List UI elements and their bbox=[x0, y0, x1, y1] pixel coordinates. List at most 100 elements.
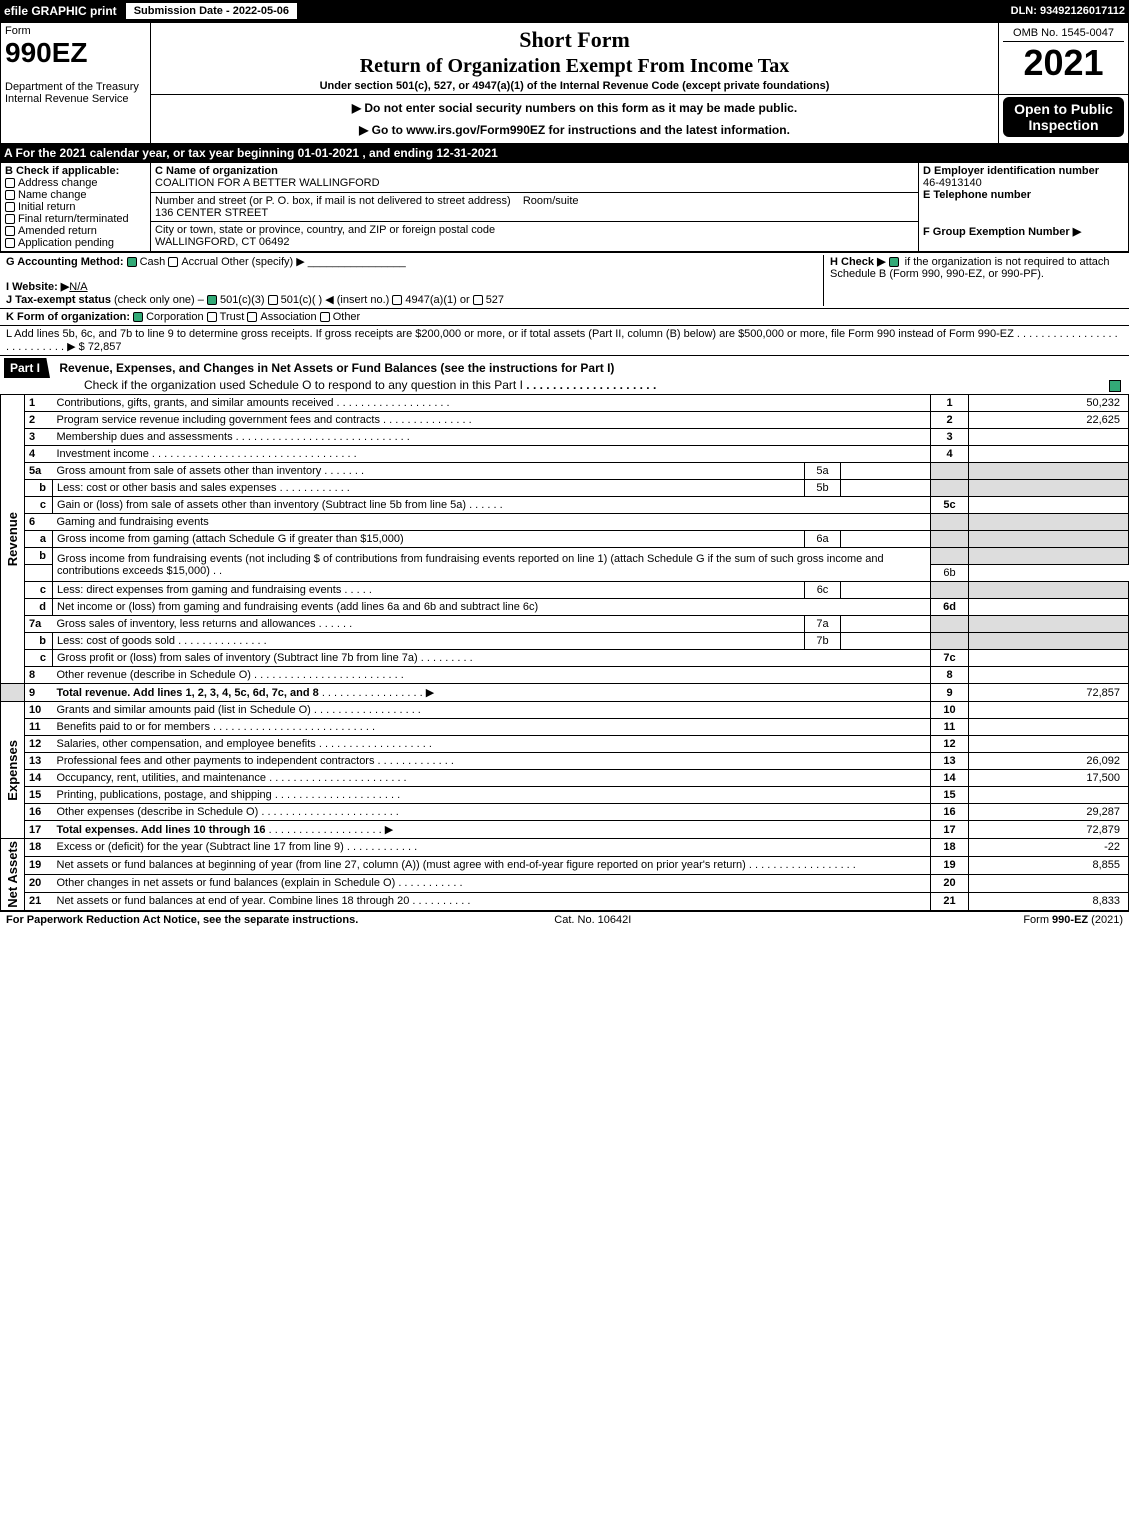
page-footer: For Paperwork Reduction Act Notice, see … bbox=[0, 911, 1129, 928]
street-val: 136 CENTER STREET bbox=[155, 207, 268, 219]
street-label: Number and street (or P. O. box, if mail… bbox=[155, 195, 511, 207]
inspection-cell: Open to Public Inspection bbox=[999, 95, 1129, 144]
d-e-f-cell: D Employer identification number 46-4913… bbox=[919, 163, 1129, 252]
chk-address[interactable] bbox=[5, 178, 15, 188]
form-number: 990EZ bbox=[5, 37, 88, 68]
b-label: B Check if applicable: bbox=[5, 165, 119, 177]
chk-cash[interactable] bbox=[127, 257, 137, 267]
part1-header: Part I Revenue, Expenses, and Changes in… bbox=[0, 355, 1129, 394]
omb-number: OMB No. 1545-0047 bbox=[1003, 25, 1124, 42]
efile-label: efile GRAPHIC print bbox=[4, 4, 117, 18]
chk-h[interactable] bbox=[889, 257, 899, 267]
chk-name[interactable] bbox=[5, 190, 15, 200]
val-2: 22,625 bbox=[969, 412, 1129, 429]
val-11 bbox=[969, 719, 1129, 736]
val-17: 72,879 bbox=[969, 821, 1129, 839]
chk-pending[interactable] bbox=[5, 238, 15, 248]
goto-link[interactable]: ▶ Go to www.irs.gov/Form990EZ for instru… bbox=[155, 119, 994, 141]
form-word: Form bbox=[5, 25, 31, 37]
dept: Department of the Treasury bbox=[5, 81, 139, 93]
val-6d bbox=[969, 599, 1129, 616]
e-label: E Telephone number bbox=[923, 189, 1031, 201]
chk-4947[interactable] bbox=[392, 295, 402, 305]
h-label: H Check ▶ bbox=[830, 256, 886, 268]
i-label: I Website: ▶ bbox=[6, 281, 69, 293]
val-21: 8,833 bbox=[969, 892, 1129, 910]
chk-final[interactable] bbox=[5, 214, 15, 224]
city-val: WALLINGFORD, CT 06492 bbox=[155, 236, 290, 248]
val-4 bbox=[969, 446, 1129, 463]
chk-501c3[interactable] bbox=[207, 295, 217, 305]
form-id-cell: Form 990EZ Department of the Treasury In… bbox=[1, 23, 151, 144]
instructions-cell: ▶ Do not enter social security numbers o… bbox=[151, 95, 999, 144]
street-cell: Number and street (or P. O. box, if mail… bbox=[151, 192, 919, 222]
val-5c bbox=[969, 497, 1129, 514]
chk-527[interactable] bbox=[473, 295, 483, 305]
val-10 bbox=[969, 702, 1129, 719]
website: N/A bbox=[69, 281, 87, 293]
netassets-label: Net Assets bbox=[1, 839, 25, 911]
val-16: 29,287 bbox=[969, 804, 1129, 821]
val-7c bbox=[969, 650, 1129, 667]
short-form-title: Short Form bbox=[157, 27, 992, 53]
part1-table: Revenue 1Contributions, gifts, grants, a… bbox=[0, 394, 1129, 911]
k-label: K Form of organization: bbox=[6, 311, 130, 323]
check-b-cell: B Check if applicable: Address change Na… bbox=[1, 163, 151, 252]
j-label: J Tax-exempt status bbox=[6, 294, 111, 306]
c-name-cell: C Name of organization COALITION FOR A B… bbox=[151, 163, 919, 193]
tax-year: 2021 bbox=[1003, 42, 1124, 84]
expenses-label: Expenses bbox=[1, 702, 25, 839]
org-name: COALITION FOR A BETTER WALLINGFORD bbox=[155, 177, 380, 189]
part1-title: Revenue, Expenses, and Changes in Net As… bbox=[59, 361, 614, 375]
submission-date: Submission Date - 2022-05-06 bbox=[125, 2, 298, 20]
val-18: -22 bbox=[969, 839, 1129, 857]
return-title: Return of Organization Exempt From Incom… bbox=[157, 55, 992, 78]
room-label: Room/suite bbox=[523, 195, 579, 207]
dln: DLN: 93492126017112 bbox=[1011, 5, 1125, 17]
chk-amended[interactable] bbox=[5, 226, 15, 236]
footer-left: For Paperwork Reduction Act Notice, see … bbox=[6, 914, 358, 926]
chk-initial[interactable] bbox=[5, 202, 15, 212]
chk-501c[interactable] bbox=[268, 295, 278, 305]
entity-block: B Check if applicable: Address change Na… bbox=[0, 162, 1129, 252]
val-19: 8,855 bbox=[969, 856, 1129, 874]
val-9: 72,857 bbox=[969, 684, 1129, 702]
val-20 bbox=[969, 874, 1129, 892]
val-15 bbox=[969, 787, 1129, 804]
val-12 bbox=[969, 736, 1129, 753]
footer-right: Form 990-EZ (2021) bbox=[1023, 914, 1123, 926]
part1-sub: Check if the organization used Schedule … bbox=[84, 378, 523, 392]
val-1: 50,232 bbox=[969, 395, 1129, 412]
title-cell: Short Form Return of Organization Exempt… bbox=[151, 23, 999, 95]
part1-tag: Part I bbox=[4, 358, 50, 378]
g-label: G Accounting Method: bbox=[6, 256, 124, 268]
l-text: L Add lines 5b, 6c, and 7b to line 9 to … bbox=[6, 328, 1014, 340]
chk-assoc[interactable] bbox=[247, 312, 257, 322]
chk-trust[interactable] bbox=[207, 312, 217, 322]
city-label: City or town, state or province, country… bbox=[155, 224, 495, 236]
ein: 46-4913140 bbox=[923, 177, 982, 189]
top-bar: efile GRAPHIC print Submission Date - 20… bbox=[0, 0, 1129, 22]
g-h-row: G Accounting Method: Cash Accrual Other … bbox=[0, 252, 1129, 308]
ssn-warning: ▶ Do not enter social security numbers o… bbox=[155, 97, 994, 119]
val-13: 26,092 bbox=[969, 753, 1129, 770]
val-8 bbox=[969, 667, 1129, 684]
k-row: K Form of organization: Corporation Trus… bbox=[0, 308, 1129, 325]
l-row: L Add lines 5b, 6c, and 7b to line 9 to … bbox=[0, 325, 1129, 355]
val-14: 17,500 bbox=[969, 770, 1129, 787]
open-to-public: Open to Public Inspection bbox=[1003, 97, 1124, 137]
f-label: F Group Exemption Number ▶ bbox=[923, 226, 1081, 238]
city-cell: City or town, state or province, country… bbox=[151, 222, 919, 252]
chk-schedule-o[interactable] bbox=[1109, 380, 1121, 392]
chk-corp[interactable] bbox=[133, 312, 143, 322]
irs: Internal Revenue Service bbox=[5, 93, 129, 105]
d-label: D Employer identification number bbox=[923, 165, 1099, 177]
footer-cat: Cat. No. 10642I bbox=[554, 914, 631, 926]
section-text: Under section 501(c), 527, or 4947(a)(1)… bbox=[155, 80, 994, 92]
form-header: Form 990EZ Department of the Treasury In… bbox=[0, 22, 1129, 144]
omb-year-cell: OMB No. 1545-0047 2021 bbox=[999, 23, 1129, 95]
chk-accrual[interactable] bbox=[168, 257, 178, 267]
line-a: A For the 2021 calendar year, or tax yea… bbox=[0, 144, 1129, 162]
chk-other[interactable] bbox=[320, 312, 330, 322]
revenue-label: Revenue bbox=[1, 395, 25, 684]
